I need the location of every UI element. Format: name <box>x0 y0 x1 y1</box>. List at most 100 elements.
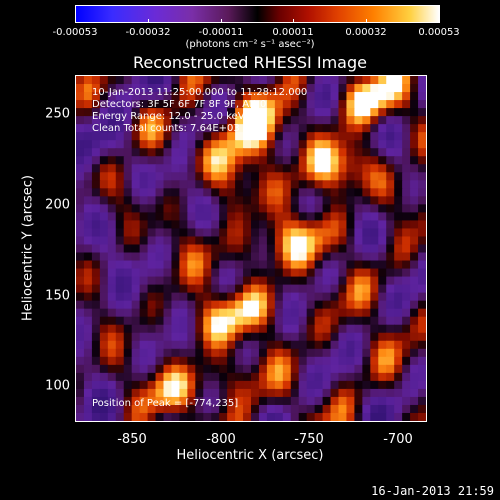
heatmap-cell <box>195 164 204 173</box>
heatmap-cell <box>290 92 300 101</box>
heatmap-cell <box>171 140 181 149</box>
heatmap-cell <box>211 164 220 173</box>
heatmap-cell <box>346 196 356 205</box>
x-tick-label: -700 <box>383 432 413 447</box>
heatmap-cell <box>314 364 324 374</box>
heatmap-cell <box>274 108 284 117</box>
heatmap-cell <box>99 172 109 181</box>
heatmap-cell <box>211 220 220 230</box>
heatmap-cell <box>243 100 252 109</box>
heatmap-cell <box>282 276 292 286</box>
heatmap-cell <box>274 140 284 149</box>
heatmap-cell <box>203 292 212 302</box>
heatmap-cell <box>386 340 395 350</box>
heatmap-cell <box>314 84 324 93</box>
heatmap-cell <box>346 172 356 181</box>
heatmap-cell <box>346 276 356 286</box>
heatmap-cell <box>203 244 212 254</box>
heatmap-cell <box>418 180 426 189</box>
heatmap-cell <box>354 196 363 205</box>
heatmap-cell <box>203 268 212 278</box>
heatmap-cell <box>227 268 236 278</box>
heatmap-cell <box>338 76 348 85</box>
heatmap-cell <box>306 148 316 157</box>
heatmap-cell <box>99 348 109 358</box>
heatmap-cell <box>346 164 356 173</box>
heatmap-cell <box>330 84 340 93</box>
heatmap-cell <box>219 196 228 205</box>
heatmap-cell <box>322 284 332 294</box>
heatmap-cell <box>99 236 109 246</box>
heatmap-cell <box>346 396 356 406</box>
heatmap-cell <box>346 92 356 101</box>
heatmap-cell <box>314 380 324 390</box>
heatmap-cell <box>362 140 371 149</box>
heatmap-cell <box>418 172 426 181</box>
heatmap-cell <box>131 84 141 93</box>
heatmap-cell <box>243 348 252 358</box>
heatmap-cell <box>298 388 308 398</box>
heatmap-cell <box>298 396 308 406</box>
heatmap-cell <box>362 100 371 109</box>
heatmap-cell <box>298 76 308 85</box>
heatmap-cell <box>147 212 157 222</box>
heatmap-cell <box>99 100 109 109</box>
heatmap-cell <box>322 172 332 181</box>
heatmap-cell <box>155 292 165 302</box>
heatmap-cell <box>227 252 236 262</box>
heatmap-cell <box>251 196 260 205</box>
heatmap-cell <box>195 356 204 366</box>
heatmap-cell <box>258 396 268 406</box>
heatmap-cell <box>195 396 204 406</box>
heatmap-cell <box>203 116 212 125</box>
heatmap-cell <box>203 252 212 262</box>
heatmap-cell <box>139 244 149 254</box>
heatmap-cell <box>314 124 324 133</box>
heatmap-cell <box>346 100 356 109</box>
heatmap-cell <box>402 412 411 421</box>
heatmap-cell <box>394 308 403 318</box>
heatmap-cell <box>107 284 117 294</box>
heatmap-cell <box>290 412 300 421</box>
heatmap-cell <box>243 172 252 181</box>
heatmap-cell <box>370 396 379 406</box>
heatmap-cell <box>123 212 133 222</box>
heatmap-cell <box>171 100 181 109</box>
heatmap-cell <box>76 380 85 390</box>
heatmap-cell <box>402 148 411 157</box>
heatmap-cell <box>266 308 276 318</box>
heatmap-cell <box>370 308 379 318</box>
heatmap-cell <box>306 404 316 414</box>
heatmap-cell <box>322 140 332 149</box>
heatmap-cell <box>115 268 125 278</box>
heatmap-cell <box>76 188 85 197</box>
heatmap-cell <box>139 116 149 125</box>
heatmap-cell <box>211 180 220 189</box>
heatmap-cell <box>290 220 300 230</box>
heatmap-cell <box>99 404 109 414</box>
heatmap-cell <box>235 316 244 326</box>
heatmap-cell <box>330 172 340 181</box>
heatmap-cell <box>354 404 363 414</box>
heatmap-cell <box>91 244 101 254</box>
heatmap-cell <box>266 340 276 350</box>
heatmap-cell <box>282 244 292 254</box>
heatmap-cell <box>386 284 395 294</box>
heatmap-cell <box>251 404 260 414</box>
heatmap-cell <box>76 364 85 374</box>
heatmap-cell <box>235 276 244 286</box>
heatmap-cell <box>219 172 228 181</box>
heatmap-cell <box>123 76 133 85</box>
heatmap-cell <box>306 228 316 238</box>
heatmap-cell <box>322 372 332 382</box>
heatmap-cell <box>258 76 268 85</box>
heatmap-cell <box>115 228 125 238</box>
heatmap-cell <box>219 300 228 310</box>
heatmap-cell <box>243 244 252 254</box>
heatmap-cell <box>274 372 284 382</box>
heatmap-cell <box>410 356 419 366</box>
heatmap-cell <box>282 140 292 149</box>
heatmap-cell <box>147 164 157 173</box>
heatmap-cell <box>211 228 220 238</box>
heatmap-cell <box>410 316 419 326</box>
